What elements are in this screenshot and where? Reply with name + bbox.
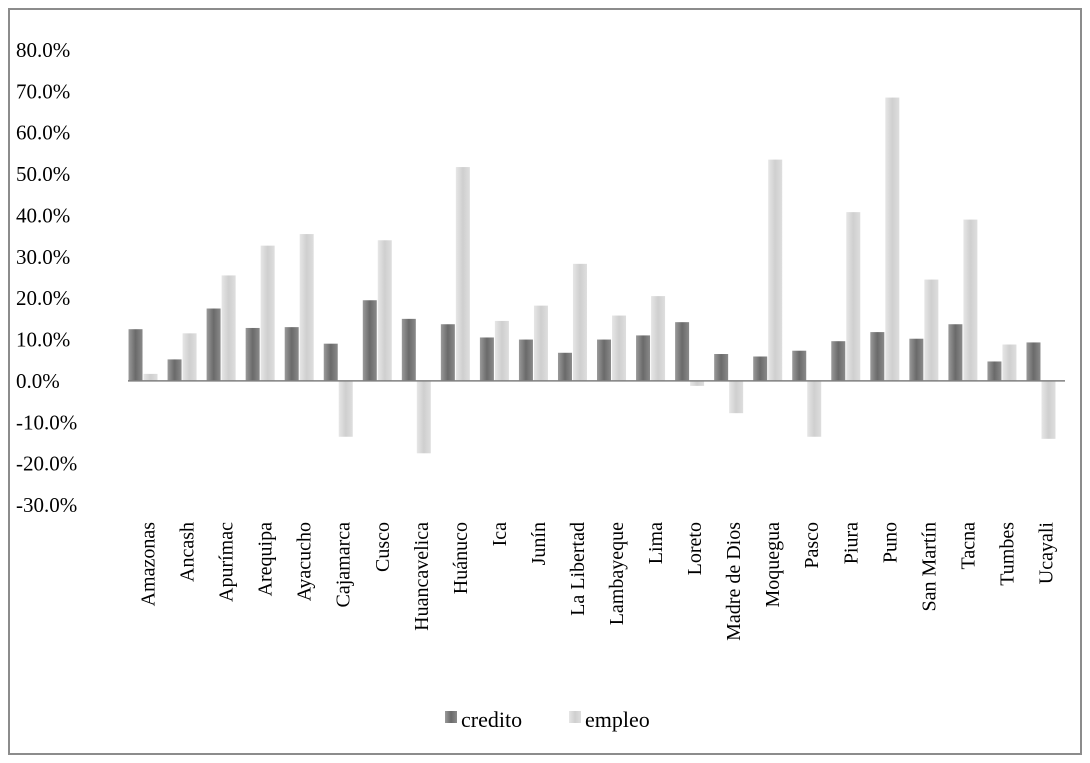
bar-credito-15: [714, 354, 729, 381]
bars-group: [128, 97, 1056, 454]
x-tick-label: Huancavelica: [411, 522, 433, 631]
bar-empleo-16: [768, 159, 783, 381]
bar-empleo-14: [690, 380, 705, 386]
legend-label-credito: credito: [461, 707, 522, 732]
bar-credito-8: [440, 324, 455, 381]
bar-empleo-12: [612, 315, 627, 381]
bar-credito-20: [909, 338, 924, 381]
x-tick-label: Lambayeque: [606, 522, 628, 625]
y-tick-label: -20.0%: [16, 452, 77, 476]
bar-credito-5: [323, 343, 338, 381]
bar-empleo-0: [143, 373, 158, 381]
bar-credito-14: [675, 322, 690, 381]
bar-empleo-5: [338, 380, 353, 437]
bar-empleo-17: [807, 380, 822, 437]
bar-credito-9: [479, 337, 494, 381]
bar-empleo-4: [299, 234, 314, 381]
bar-empleo-22: [1002, 344, 1017, 381]
bar-credito-10: [518, 339, 533, 381]
x-tick-label: Pasco: [801, 522, 823, 569]
bar-credito-3: [245, 327, 260, 381]
x-tick-label: Cajamarca: [333, 522, 355, 608]
x-tick-label: Lima: [645, 522, 667, 564]
x-tick-label: San Martín: [918, 522, 940, 611]
x-tick-label: Tacna: [957, 522, 979, 570]
y-tick-label: 70.0%: [16, 79, 70, 103]
bar-empleo-10: [533, 305, 548, 381]
x-tick-label: Junín: [528, 522, 550, 565]
bar-credito-4: [284, 327, 299, 381]
x-tick-label: Cusco: [372, 522, 394, 572]
bar-empleo-20: [924, 279, 939, 381]
y-tick-label: 20.0%: [16, 286, 70, 310]
y-tick-label: 40.0%: [16, 203, 70, 227]
bar-credito-12: [597, 339, 612, 381]
bar-credito-7: [401, 318, 416, 381]
bar-empleo-21: [963, 219, 978, 381]
bar-credito-0: [128, 329, 143, 381]
y-tick-label: 30.0%: [16, 245, 70, 269]
bar-empleo-23: [1041, 380, 1056, 439]
x-tick-label: Moquegua: [762, 522, 784, 608]
y-tick-label: 0.0%: [16, 369, 60, 393]
bar-credito-23: [1026, 342, 1041, 381]
bar-empleo-13: [651, 296, 666, 381]
x-tick-label: Huánuco: [450, 522, 472, 594]
legend-swatch-empleo: [569, 711, 581, 723]
x-tick-label: Loreto: [684, 522, 706, 575]
x-tick-label: Ancash: [177, 522, 199, 582]
y-tick-label: 10.0%: [16, 328, 70, 352]
x-tick-label: Ucayali: [1035, 522, 1057, 585]
bar-empleo-15: [729, 380, 744, 414]
bar-credito-21: [948, 324, 963, 381]
bar-empleo-2: [221, 275, 236, 381]
bar-credito-2: [206, 308, 221, 381]
y-tick-label: 60.0%: [16, 121, 70, 145]
x-tick-label: Apurímac: [216, 522, 238, 602]
bar-empleo-1: [182, 333, 197, 381]
bar-credito-11: [557, 352, 572, 381]
x-tick-label: Ica: [489, 522, 511, 547]
y-tick-label: -30.0%: [16, 493, 77, 517]
bar-credito-22: [987, 361, 1002, 381]
x-tick-label: Madre de Dios: [723, 522, 745, 641]
bar-empleo-18: [846, 212, 861, 381]
bar-empleo-8: [455, 167, 470, 381]
legend: credito empleo: [445, 707, 650, 732]
bar-credito-6: [362, 300, 377, 381]
bar-empleo-9: [494, 320, 509, 381]
bar-empleo-19: [885, 97, 900, 381]
y-tick-label: 50.0%: [16, 162, 70, 186]
x-tick-label: Tumbes: [996, 522, 1018, 586]
x-tick-label: Ayacucho: [294, 522, 316, 601]
bar-credito-19: [870, 332, 885, 381]
y-axis-tick-labels: 80.0% 70.0% 60.0% 50.0% 40.0% 30.0% 20.0% 10.0%…: [16, 38, 77, 517]
bar-credito-1: [167, 359, 182, 381]
x-tick-label: Arequipa: [255, 522, 277, 597]
legend-swatch-credito: [445, 711, 457, 723]
x-tick-label: Puno: [879, 522, 901, 563]
bar-empleo-3: [260, 245, 275, 381]
x-tick-label: Piura: [840, 522, 862, 564]
bar-empleo-11: [572, 263, 587, 381]
bar-credito-16: [753, 356, 768, 381]
legend-label-empleo: empleo: [585, 707, 650, 732]
y-tick-label: -10.0%: [16, 410, 77, 434]
x-tick-label: Amazonas: [138, 522, 160, 607]
bar-credito-18: [831, 341, 846, 381]
bar-empleo-6: [377, 240, 392, 381]
x-tick-label: La Libertad: [567, 522, 589, 616]
x-axis-category-labels: Amazonas Ancash Apurímac Arequipa Ayacucho Ca…: [138, 522, 1058, 641]
bar-credito-17: [792, 350, 807, 381]
bar-credito-13: [636, 335, 651, 381]
y-tick-label: 80.0%: [16, 38, 70, 62]
bar-empleo-7: [416, 380, 431, 454]
